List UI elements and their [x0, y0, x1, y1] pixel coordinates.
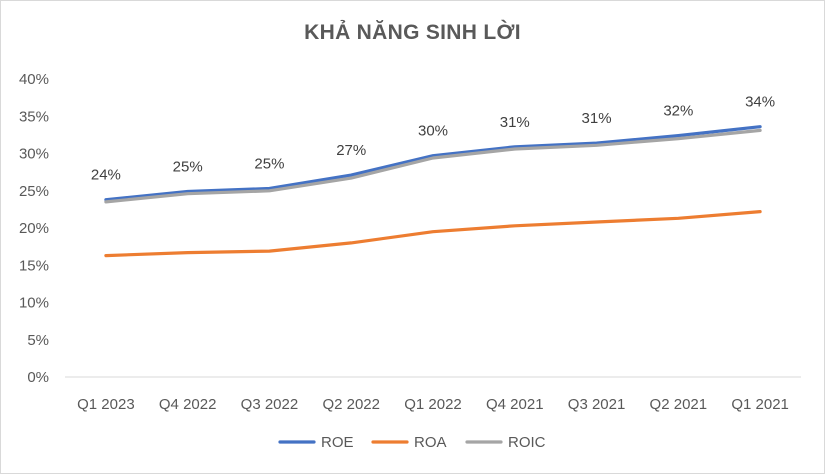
data-label: 31% — [500, 114, 530, 131]
data-label: 34% — [745, 94, 775, 111]
x-tick-label: Q1 2021 — [731, 396, 789, 413]
series-line-roe — [104, 125, 762, 202]
y-tick-label: 5% — [27, 332, 49, 349]
data-label: 30% — [418, 123, 448, 140]
x-tick-label: Q4 2022 — [159, 396, 217, 413]
data-label: 25% — [254, 156, 284, 173]
data-label: 24% — [91, 167, 121, 184]
y-tick-label: 10% — [19, 295, 49, 312]
x-tick-label: Q3 2022 — [241, 396, 299, 413]
chart-title: KHẢ NĂNG SINH LỜI — [304, 21, 521, 44]
y-tick-label: 40% — [19, 71, 49, 88]
x-tick-label: Q2 2022 — [322, 396, 380, 413]
x-tick-label: Q1 2022 — [404, 396, 462, 413]
y-tick-label: 20% — [19, 220, 49, 237]
x-tick-label: Q1 2023 — [77, 396, 135, 413]
y-tick-label: 35% — [19, 108, 49, 125]
x-tick-label: Q4 2021 — [486, 396, 544, 413]
y-tick-label: 30% — [19, 146, 49, 163]
series-line-roa — [104, 210, 762, 258]
y-tick-label: 0% — [27, 369, 49, 386]
y-tick-label: 25% — [19, 183, 49, 200]
data-label: 27% — [336, 142, 366, 159]
data-label: 32% — [663, 103, 693, 120]
x-tick-label: Q2 2021 — [650, 396, 708, 413]
y-tick-label: 15% — [19, 257, 49, 274]
series-line-roic — [104, 128, 762, 204]
legend-label-roic: ROIC — [508, 434, 546, 451]
data-label: 25% — [173, 158, 203, 175]
data-label: 31% — [582, 110, 612, 127]
legend-label-roe: ROE — [321, 434, 354, 451]
x-tick-label: Q3 2021 — [568, 396, 626, 413]
legend-label-roa: ROA — [414, 434, 447, 451]
